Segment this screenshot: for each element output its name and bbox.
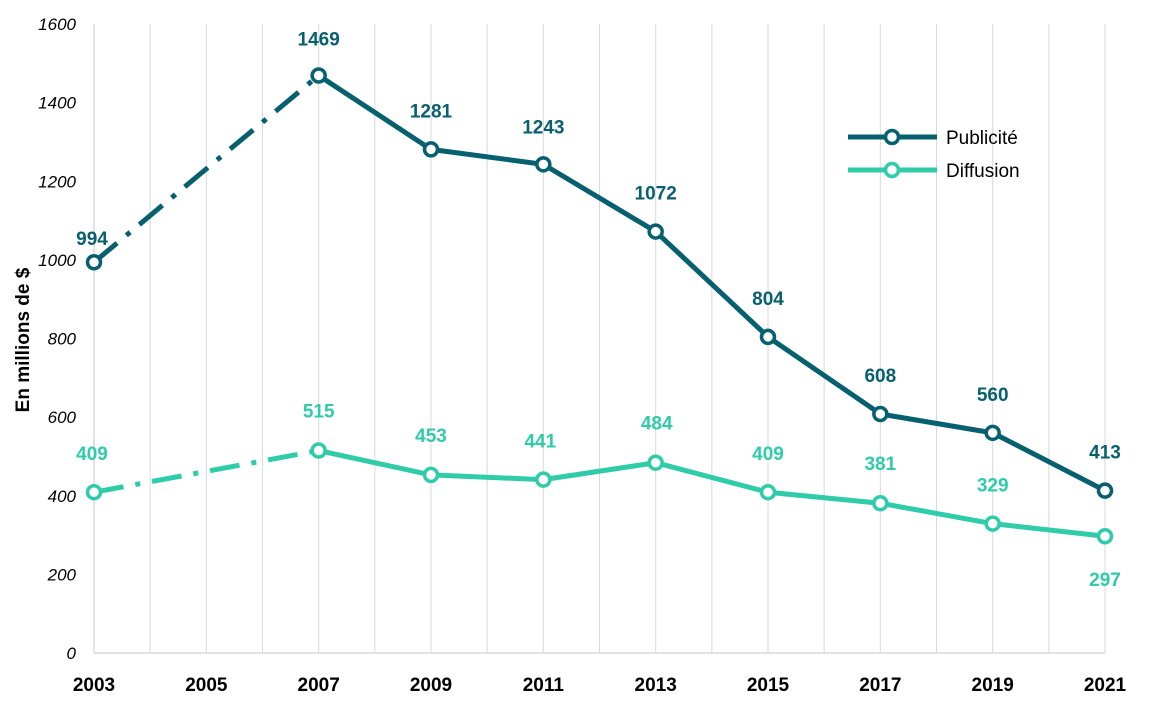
x-tick-label: 2021: [1084, 675, 1127, 696]
vertical-gridlines: [93, 24, 1106, 653]
x-axis-tick-labels: 2003 2005 2007 2009 2011 2013 2015 2017 2019 2021: [73, 675, 1127, 696]
publicit--line: [317, 73, 1107, 493]
data-label: 804: [752, 289, 784, 310]
data-label: 453: [415, 426, 447, 447]
legend-marker: [883, 128, 901, 146]
data-point-marker: [872, 405, 889, 423]
y-tick-label: 400: [48, 487, 77, 506]
data-point-marker: [85, 483, 103, 501]
data-point-marker: [1096, 527, 1114, 545]
data-point-marker: [759, 483, 777, 501]
data-label: 409: [752, 444, 784, 465]
data-labels: 994 1469 1281 1243 1072 804 608 560 413 409 515 453…: [76, 29, 1121, 591]
data-point-marker: [310, 67, 327, 84]
data-point-marker: [759, 328, 777, 346]
y-tick-label: 1400: [38, 94, 76, 113]
diffusion-line: [318, 448, 1106, 539]
publicit--line-dashed-segment: [92, 73, 321, 265]
legend-entry-label: Diffusion: [946, 161, 1020, 182]
data-label: 484: [641, 414, 673, 435]
data-point-marker: [310, 442, 327, 459]
y-tick-label: 600: [48, 408, 77, 427]
data-label: 441: [524, 432, 556, 453]
x-tick-label: 2019: [972, 675, 1014, 696]
y-tick-label: 0: [67, 644, 77, 663]
legend-marker: [883, 161, 901, 179]
data-label: 1469: [298, 29, 340, 50]
x-tick-label: 2007: [298, 675, 340, 696]
data-label: 381: [864, 454, 896, 475]
data-label: 1281: [410, 101, 453, 122]
data-label: 329: [977, 476, 1009, 497]
data-label: 560: [977, 385, 1009, 406]
data-point-marker: [647, 454, 664, 471]
y-axis-tick-labels: 0 200 400 600 800 1000 1200 1400 1600: [38, 15, 76, 663]
y-tick-label: 1600: [38, 15, 76, 34]
x-tick-label: 2003: [73, 675, 115, 696]
y-axis-label: En millions de $: [13, 267, 34, 412]
y-tick-label: 1000: [38, 251, 76, 270]
data-point-marker: [984, 515, 1001, 532]
data-label: 1243: [522, 117, 564, 138]
data-label: 994: [76, 229, 108, 250]
data-label: 515: [303, 402, 335, 423]
x-tick-label: 2015: [747, 675, 790, 696]
x-tick-label: 2005: [185, 675, 228, 696]
data-point-marker: [647, 223, 664, 240]
legend-entry-label: Publicité: [946, 128, 1018, 149]
data-label: 409: [76, 444, 108, 465]
data-label: 1072: [635, 184, 677, 205]
x-tick-label: 2013: [635, 675, 677, 696]
data-point-marker: [1096, 482, 1114, 499]
axes: [93, 24, 1105, 654]
legend: Publicité Diffusion: [848, 128, 1020, 182]
y-tick-label: 1200: [38, 172, 76, 191]
data-point-marker: [872, 494, 889, 512]
data-label: 297: [1089, 570, 1121, 591]
diffusion-line-dashed-segment: [93, 448, 320, 495]
data-point-marker: [85, 253, 103, 271]
x-tick-label: 2009: [410, 675, 452, 696]
data-label: 608: [864, 366, 896, 387]
data-point-marker: [535, 471, 552, 488]
data-point-marker: [984, 424, 1001, 442]
y-tick-label: 200: [47, 565, 77, 584]
data-point-marker: [422, 141, 440, 158]
series-lines: [85, 67, 1114, 545]
data-label: 413: [1089, 443, 1121, 464]
y-tick-label: 800: [48, 330, 77, 349]
x-tick-label: 2011: [523, 675, 565, 696]
x-tick-label: 2017: [859, 675, 901, 696]
data-point-marker: [422, 466, 440, 484]
data-point-marker: [535, 156, 552, 173]
